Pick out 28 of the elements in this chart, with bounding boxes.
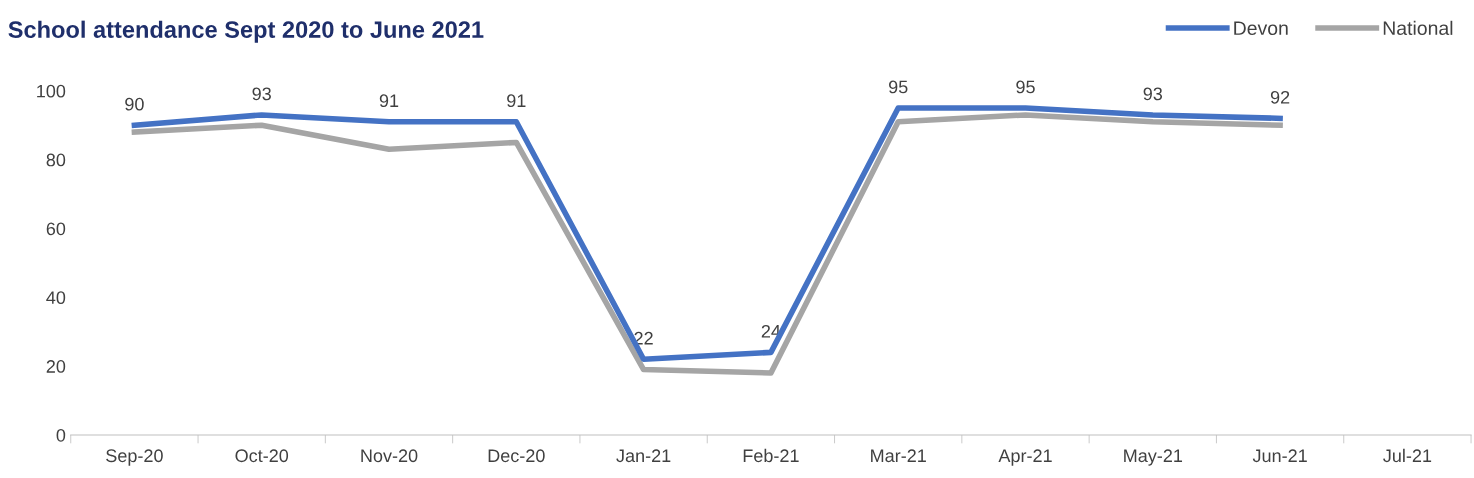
data-label: 95 — [1016, 80, 1035, 94]
data-label: 90 — [125, 97, 144, 111]
y-tick-label: 80 — [46, 153, 66, 167]
y-tick-label: 40 — [46, 291, 66, 305]
y-tick-label: 0 — [56, 428, 66, 442]
x-tick-label: Jun-21 — [1252, 449, 1307, 463]
x-tick-label: Nov-20 — [361, 449, 418, 463]
y-tick-label: 60 — [46, 222, 66, 236]
legend-label: National — [1383, 20, 1453, 36]
x-tick-label: Jul-21 — [1383, 448, 1432, 463]
x-tick-label: Sep-20 — [106, 449, 163, 466]
data-label: 93 — [252, 87, 271, 101]
data-label: 93 — [1143, 87, 1163, 101]
legend-label: Devon — [1234, 21, 1288, 36]
chart-title: School attendance Sept 2020 to June 2021 — [8, 20, 484, 43]
x-tick-label: Jan-21 — [616, 449, 671, 463]
x-tick-label: Mar-21 — [871, 449, 926, 463]
y-tick-label: 100 — [37, 84, 66, 98]
x-tick-label: Feb-21 — [743, 448, 799, 463]
x-tick-label: Oct-20 — [235, 449, 289, 463]
x-tick-label: Dec-20 — [488, 449, 545, 463]
data-label: 92 — [1270, 90, 1290, 104]
x-tick-label: Apr-21 — [998, 449, 1052, 466]
data-label: 95 — [889, 80, 908, 94]
data-label: 91 — [507, 94, 526, 108]
y-tick-label: 20 — [46, 360, 66, 373]
data-label: 91 — [379, 94, 399, 108]
x-tick-label: May-21 — [1124, 449, 1183, 466]
